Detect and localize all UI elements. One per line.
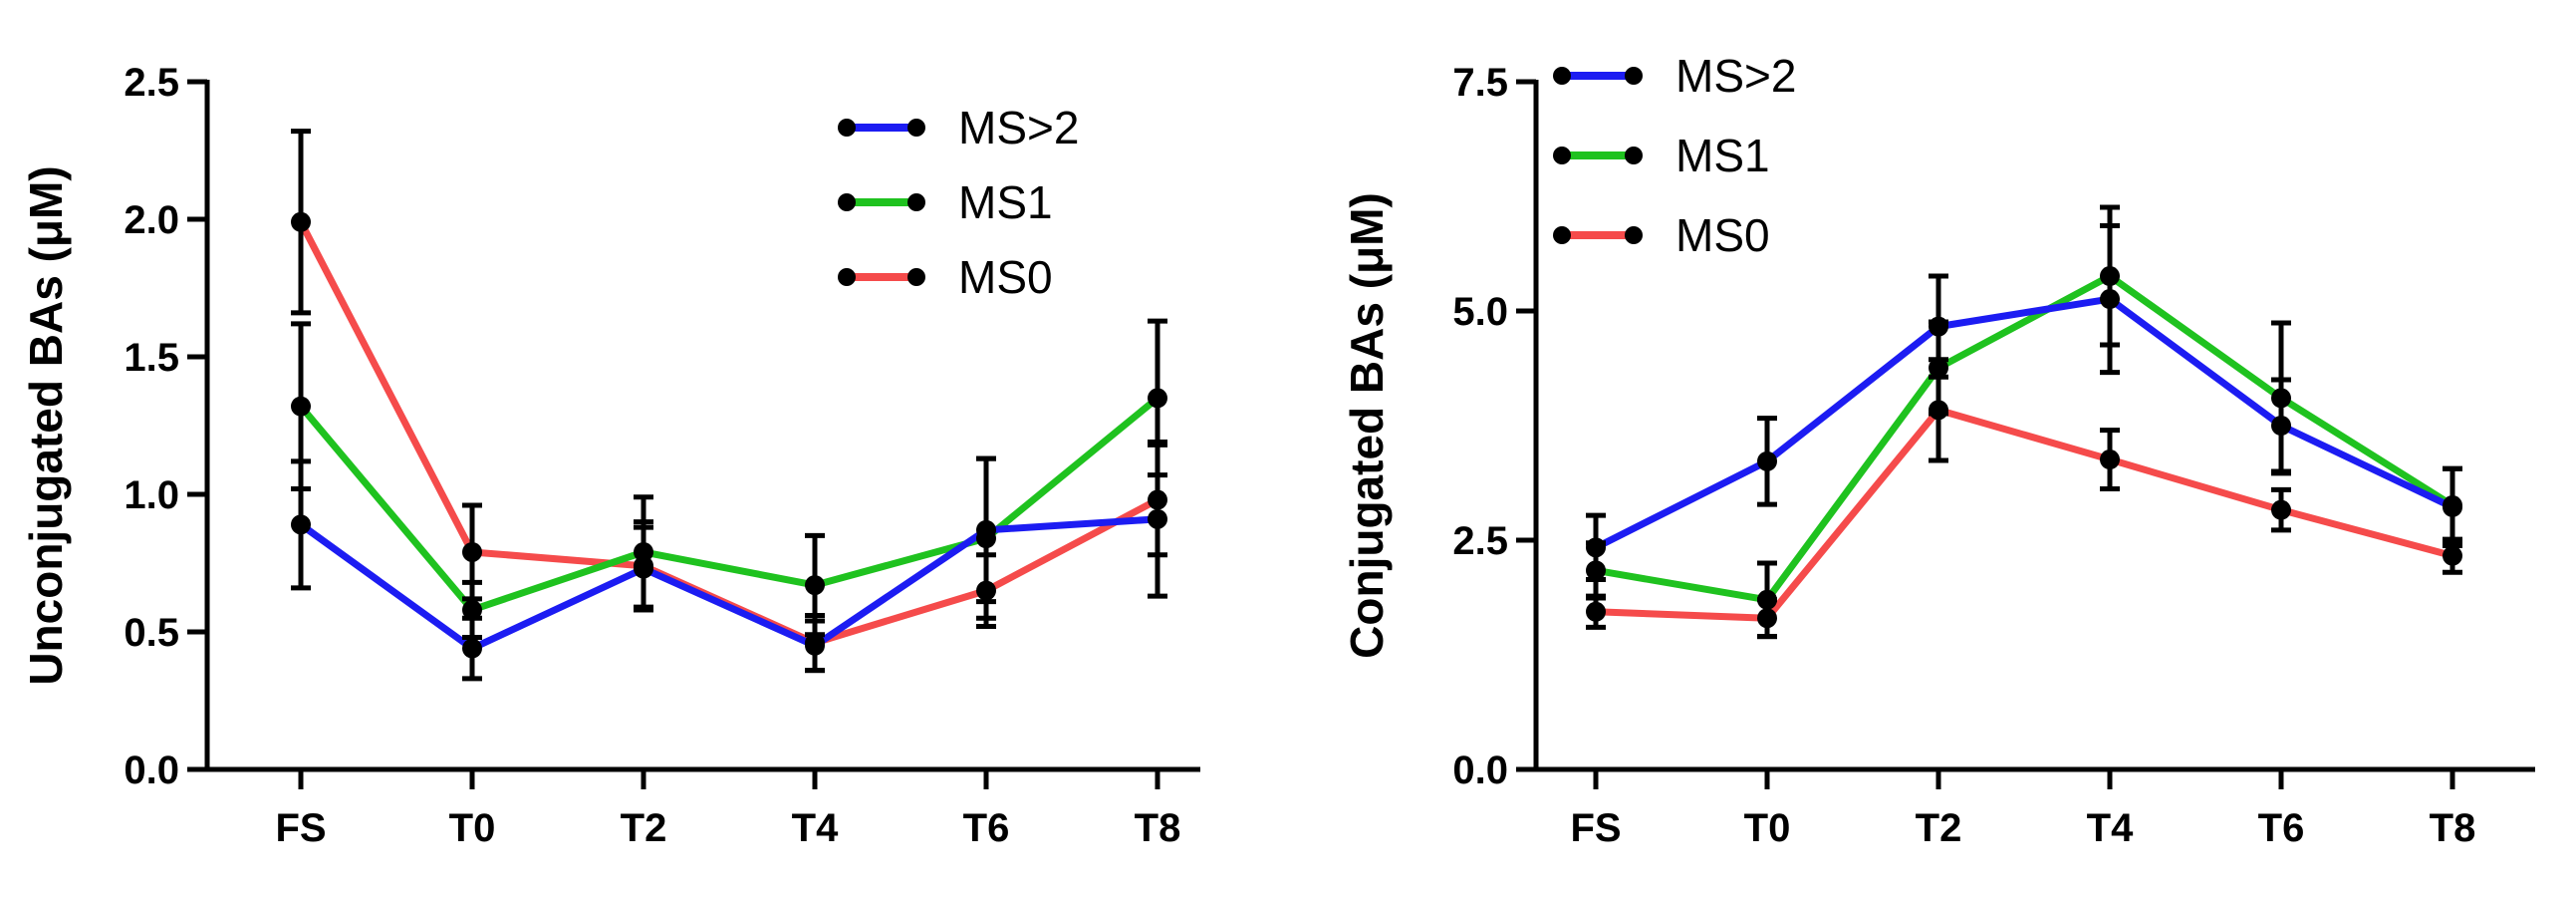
x-tick-label-fs: FS xyxy=(1570,806,1621,850)
data-point-ms1 xyxy=(1757,589,1777,610)
legend-marker-ms1 xyxy=(1553,147,1571,164)
data-point-ms1 xyxy=(2100,266,2120,287)
x-tick-label-t0: T0 xyxy=(449,806,496,850)
data-point-ms0 xyxy=(291,211,311,232)
y-tick-label: 1.5 xyxy=(124,336,179,380)
x-tick-label-t8: T8 xyxy=(2430,806,2476,850)
legend-marker-ms-gt-2 xyxy=(1553,67,1571,85)
data-point-ms1 xyxy=(1586,560,1606,581)
legend-marker-ms0 xyxy=(1625,226,1643,244)
data-point-ms-gt-2 xyxy=(462,638,482,659)
legend-label-ms1: MS1 xyxy=(1675,130,1770,181)
data-point-ms-gt-2 xyxy=(1929,316,1948,337)
data-point-ms-gt-2 xyxy=(291,514,311,535)
legend-marker-ms-gt-2 xyxy=(1625,67,1643,85)
data-point-ms1 xyxy=(2443,495,2462,516)
data-point-ms1 xyxy=(1929,358,1948,379)
data-point-ms0 xyxy=(1586,601,1606,622)
x-tick-label-t8: T8 xyxy=(1135,806,1181,850)
data-point-ms0 xyxy=(805,633,825,654)
x-tick-label-t2: T2 xyxy=(1916,806,1962,850)
data-point-ms0 xyxy=(634,555,653,576)
series-line-ms-gt-2 xyxy=(1594,295,2454,551)
y-tick-label: 2.5 xyxy=(124,61,179,105)
unconjugated-chart: 0.0 0.5 1.0 1.5 2.0 2.5 FS T0 T2 T4 T6 T8 Unconjugat… xyxy=(20,61,1200,850)
conjugated-chart: 0.0 2.5 5.0 7.5 FS T0 T2 T4 T6 T8 Conjugated BAs (… xyxy=(1341,50,2535,850)
data-point-ms0 xyxy=(2100,449,2120,470)
data-point-ms0 xyxy=(2271,499,2291,520)
y-tick-label: 1.0 xyxy=(124,473,179,517)
y-tick-label: 0.0 xyxy=(124,748,179,792)
legend-marker-ms-gt-2 xyxy=(838,119,856,137)
legend-label-ms1: MS1 xyxy=(958,176,1053,228)
x-tick-label-fs: FS xyxy=(275,806,326,850)
data-point-ms1 xyxy=(976,528,996,549)
x-tick-label-t4: T4 xyxy=(2087,806,2134,850)
data-point-ms0 xyxy=(976,580,996,601)
legend-label-ms0: MS0 xyxy=(1675,209,1770,261)
data-point-ms-gt-2 xyxy=(1586,537,1606,558)
legend-label-ms-gt-2: MS>2 xyxy=(958,102,1079,153)
data-point-ms1 xyxy=(634,541,653,562)
y-tick-label: 5.0 xyxy=(1452,290,1508,334)
legend-label-ms0: MS0 xyxy=(958,251,1053,303)
data-point-ms0 xyxy=(1148,489,1167,510)
data-point-ms1 xyxy=(805,575,825,596)
legend-marker-ms1 xyxy=(1625,147,1643,164)
legend-marker-ms0 xyxy=(907,268,925,286)
legend-marker-ms1 xyxy=(907,193,925,211)
series-line-ms0 xyxy=(1595,406,2453,622)
data-point-ms1 xyxy=(291,396,311,417)
legend-marker-ms0 xyxy=(838,268,856,286)
x-tick-label-t6: T6 xyxy=(963,806,1010,850)
legend-marker-ms1 xyxy=(838,193,856,211)
y-tick-label: 2.5 xyxy=(1452,519,1508,563)
series-line-ms1 xyxy=(298,395,1160,614)
data-point-ms0 xyxy=(1929,400,1948,421)
legend-label-ms-gt-2: MS>2 xyxy=(1675,50,1796,102)
y-axis-title: Conjugated BAs (μM) xyxy=(1341,192,1393,659)
data-point-ms0 xyxy=(1757,608,1777,629)
series-line-ms1 xyxy=(1595,272,2454,604)
data-point-ms-gt-2 xyxy=(2100,289,2120,310)
y-tick-label: 7.5 xyxy=(1452,61,1508,105)
x-tick-label-t6: T6 xyxy=(2258,806,2305,850)
series-line-ms-gt-2 xyxy=(298,515,1159,653)
y-tick-label: 2.0 xyxy=(124,198,179,242)
data-point-ms1 xyxy=(2271,388,2291,409)
legend-marker-ms-gt-2 xyxy=(907,119,925,137)
data-point-ms-gt-2 xyxy=(1757,450,1777,471)
data-point-ms1 xyxy=(462,599,482,620)
data-point-ms-gt-2 xyxy=(2271,416,2291,436)
y-tick-label: 0.0 xyxy=(1452,748,1508,792)
legend-marker-ms0 xyxy=(1553,226,1571,244)
x-tick-label-t4: T4 xyxy=(792,806,839,850)
data-point-ms0 xyxy=(462,541,482,562)
data-point-ms-gt-2 xyxy=(1148,508,1167,529)
y-axis-title: Unconjugated BAs (μM) xyxy=(20,165,72,685)
data-point-ms1 xyxy=(1148,388,1167,409)
x-tick-label-t2: T2 xyxy=(621,806,667,850)
x-tick-label-t0: T0 xyxy=(1744,806,1791,850)
data-point-ms0 xyxy=(2443,545,2462,566)
y-tick-label: 0.5 xyxy=(124,611,179,655)
